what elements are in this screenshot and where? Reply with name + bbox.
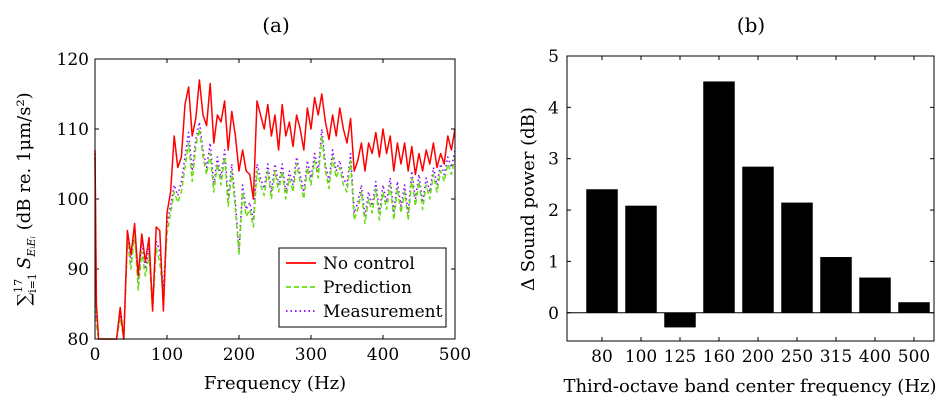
x-tick-label: 100 [151, 345, 183, 365]
y-tick-label: 4 [548, 98, 559, 118]
bar-160 [703, 81, 735, 314]
ylabel-symbol: S [14, 257, 35, 269]
panel-b-gridticks: 0 1 2 3 4 5 80 100 125 160 200 250 315 400 500 [548, 47, 934, 367]
panel-b-bars [586, 81, 930, 328]
x-tick-label: 500 [898, 347, 930, 367]
bar-100 [625, 205, 657, 314]
legend-label-prediction: Prediction [323, 278, 412, 298]
y-tick-label: 110 [57, 120, 89, 140]
ylabel-sum-sup: 17 [12, 279, 25, 293]
x-tick-label: 160 [703, 347, 735, 367]
panel-b-label: (b) [737, 13, 765, 37]
panel-b-xlabel: Third-octave band center frequency (Hz) [563, 376, 936, 397]
y-tick-label: 2 [548, 201, 559, 221]
panel-b-ylabel: Δ Sound power (dB) [518, 107, 539, 291]
panel-a-ylabel: ∑17i=1 SEᵢEᵢ (dB re. 1μm/s²) [12, 92, 39, 305]
x-tick-label: 400 [859, 347, 891, 367]
legend: No control Prediction Measurement [278, 247, 447, 328]
bar-80 [586, 189, 618, 314]
y-tick-label: 80 [67, 330, 89, 350]
series-line-measurement [94, 121, 456, 340]
y-tick-label: 3 [548, 150, 559, 170]
panel-a-axes-frame [94, 58, 456, 340]
bar-125 [664, 312, 696, 328]
x-tick-label: 200 [223, 345, 255, 365]
y-tick-label: 120 [57, 50, 89, 70]
bar-500 [898, 302, 930, 314]
y-tick-label: 100 [57, 190, 89, 210]
x-tick-label: 80 [591, 347, 613, 367]
y-tick-label: 0 [548, 304, 559, 324]
x-tick-label: 125 [664, 347, 696, 367]
x-tick-label: 315 [820, 347, 852, 367]
legend-label-no-control: No control [323, 254, 415, 274]
ylabel-unit: (dB re. 1μm/s²) [14, 92, 35, 230]
x-tick-label: 400 [367, 345, 399, 365]
bar-250 [781, 202, 813, 314]
panel-a-label: (a) [262, 13, 290, 37]
y-tick-label: 90 [67, 260, 89, 280]
x-tick-label: 300 [295, 345, 327, 365]
panel-a: (a) 0 100 200 300 400 500 80 90 100 110 120 Freque… [12, 13, 471, 394]
panel-a-gridticks: 0 100 200 300 400 500 80 90 100 110 120 [57, 50, 472, 365]
panel-b-axes-frame [566, 55, 935, 342]
bar-315 [820, 257, 852, 314]
ylabel-symbol-sub: EᵢEᵢ [25, 236, 38, 258]
bar-400 [859, 277, 891, 314]
legend-label-measurement: Measurement [323, 302, 443, 322]
panel-b: (b) 0 1 2 3 4 5 80 100 125 160 200 250 315 400 500 Thi… [518, 13, 937, 397]
x-tick-label: 200 [742, 347, 774, 367]
y-tick-label: 5 [548, 47, 559, 67]
panel-a-xlabel: Frequency (Hz) [204, 373, 346, 394]
bar-200 [742, 166, 774, 314]
x-tick-label: 500 [439, 345, 471, 365]
x-tick-label: 0 [90, 345, 101, 365]
y-tick-label: 1 [548, 252, 559, 272]
series-line-no-control [94, 79, 456, 340]
x-tick-label: 250 [781, 347, 813, 367]
ylabel-sum: ∑ [14, 293, 35, 306]
x-tick-label: 100 [625, 347, 657, 367]
ylabel-sum-sub: i=1 [26, 273, 39, 293]
panel-a-series [94, 79, 456, 340]
